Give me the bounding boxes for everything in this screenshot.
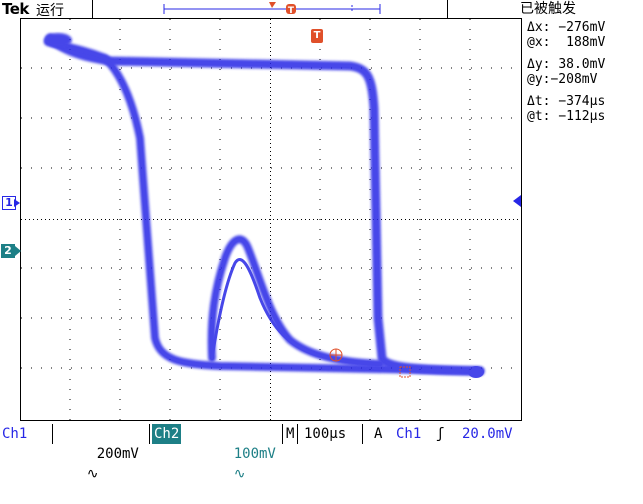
ch2-scale: 100mV <box>233 446 276 462</box>
readout-dy: Δy: 38.0mV <box>527 57 643 72</box>
waveform-display[interactable] <box>20 18 522 421</box>
att-label: @t: <box>527 109 551 124</box>
readout-dx: Δx: −276mV <box>527 20 643 35</box>
aty-label: @y: <box>527 72 551 87</box>
readout-dt: Δt: −374µs <box>527 94 643 109</box>
ch2-scale-box[interactable]: 100mV ∿ <box>200 424 276 482</box>
dt-value: −374µs <box>558 94 606 109</box>
graticule <box>20 18 522 421</box>
trigger-source[interactable]: Ch1 <box>396 426 422 442</box>
top-separator <box>92 0 93 18</box>
ch2-marker-pointer <box>15 246 21 256</box>
brand-logo: Tek <box>2 0 29 18</box>
record-position-bar: T <box>163 2 381 16</box>
ch1-scale: 200mV <box>96 446 139 462</box>
dy-value: 38.0mV <box>558 57 606 72</box>
timebase-label[interactable]: M <box>282 424 299 444</box>
acquisition-run-state: 运行 <box>36 3 64 19</box>
top-status-bar: Tek 运行 T 已被触发 <box>0 0 643 19</box>
dt-label: Δt: <box>527 94 551 109</box>
trigger-state: 已被触发 <box>520 1 576 17</box>
cursor-markers <box>329 348 411 378</box>
aty-value: −208mV <box>550 72 598 87</box>
ch1-scale-box[interactable]: 200mV ∿ <box>52 424 150 482</box>
ch2-label[interactable]: Ch2 <box>152 424 182 444</box>
trigger-slope-icon: ʃ <box>436 426 445 442</box>
bottom-separator <box>362 424 363 444</box>
cursor-readout-panel: Δx: −276mV @x: 188mV Δy: 38.0mV @y:−208m… <box>527 20 643 124</box>
atx-label: @x: <box>527 35 551 50</box>
trigger-position-marker[interactable]: T <box>311 29 323 43</box>
trigger-level[interactable]: 20.0mV <box>462 426 513 442</box>
readout-atx: @x: 188mV <box>527 35 643 50</box>
trigger-mode[interactable]: A <box>374 426 383 442</box>
readout-aty: @y:−208mV <box>527 72 643 87</box>
ch1-marker-pointer <box>14 199 20 207</box>
dy-label: Δy: <box>527 57 551 72</box>
ch2-marker-label: 2 <box>4 244 12 257</box>
ch1-label[interactable]: Ch1 <box>2 426 28 442</box>
xy-trace <box>44 33 485 378</box>
top-separator <box>447 0 448 18</box>
trigger-marker-label: T <box>313 30 321 41</box>
atx-value: 188mV <box>566 35 606 50</box>
ch1-coupling-icon: ∿ <box>86 466 99 482</box>
dx-label: Δx: <box>527 20 551 35</box>
timebase-value[interactable]: 100µs <box>304 426 347 442</box>
att-value: −112µs <box>558 109 606 124</box>
svg-text:T: T <box>288 6 295 16</box>
bottom-status-bar: Ch1 200mV ∿ Ch2 100mV ∿ M 100µs A Ch1 ʃ … <box>0 424 643 482</box>
right-edge-marker-icon <box>513 195 521 207</box>
ch2-ground-marker[interactable]: 2 <box>1 244 15 258</box>
ch1-marker-label: 1 <box>5 196 13 209</box>
ch2-coupling-icon: ∿ <box>233 466 246 482</box>
readout-att: @t: −112µs <box>527 109 643 124</box>
dx-value: −276mV <box>558 20 606 35</box>
